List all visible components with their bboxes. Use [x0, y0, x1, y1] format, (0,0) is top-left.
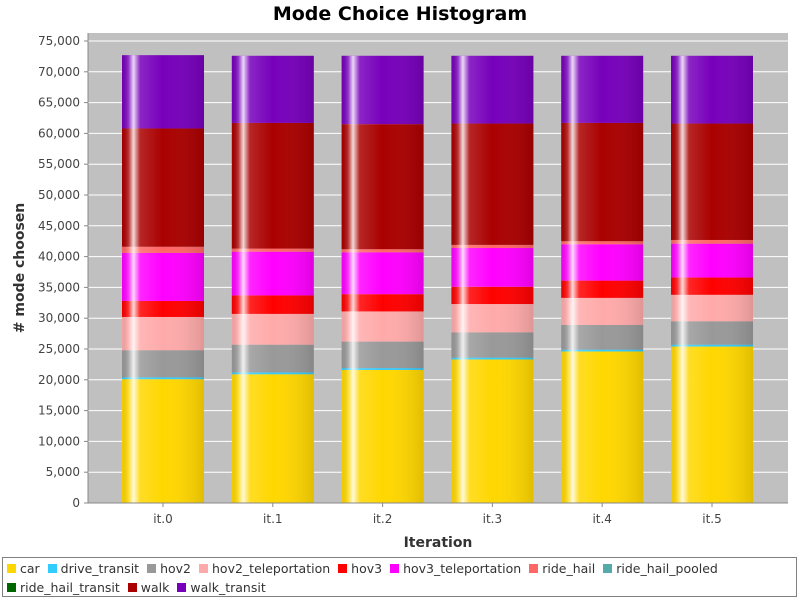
- legend-item-drive-transit: drive_transit: [47, 559, 140, 577]
- legend-label: hov2: [160, 560, 191, 576]
- x-tick-label: it.4: [592, 512, 612, 526]
- x-tick-label: it.0: [153, 512, 173, 526]
- x-axis: it.0 it.1 it.2 it.3 it.4 it.5: [88, 502, 788, 526]
- x-tick-label: it.3: [483, 512, 503, 526]
- bar-shine: [671, 55, 753, 504]
- legend-item-ride-hail-transit: ride_hail_transit: [7, 578, 120, 596]
- y-tick-label: 75,000: [38, 34, 80, 48]
- legend-item-walk: walk: [127, 578, 170, 596]
- x-tick-label: it.1: [263, 512, 283, 526]
- bar-shine: [122, 55, 204, 503]
- y-tick-label: 60,000: [38, 126, 80, 140]
- legend-label: car: [20, 560, 40, 576]
- y-tick-label: 30,000: [38, 311, 80, 325]
- legend-label: walk: [140, 579, 170, 595]
- legend-swatch: [7, 582, 16, 592]
- bar-shine: [561, 55, 644, 504]
- x-tick-label: it.2: [373, 512, 393, 526]
- y-tick-label: 55,000: [38, 157, 80, 171]
- legend-label: drive_transit: [60, 560, 140, 576]
- y-tick-label: 20,000: [38, 373, 80, 387]
- legend-label: hov3: [351, 560, 383, 576]
- y-tick-label: 0: [72, 496, 80, 510]
- legend-swatch: [47, 563, 57, 573]
- legend-item-hov2: hov2: [147, 559, 191, 577]
- y-tick-label: 15,000: [38, 404, 80, 418]
- y-tick-label: 40,000: [38, 250, 80, 264]
- legend-swatch: [177, 582, 187, 592]
- x-tick-label: it.5: [702, 512, 722, 526]
- y-tick-label: 35,000: [38, 280, 80, 294]
- y-tick-label: 65,000: [38, 96, 80, 110]
- y-tick-label: 70,000: [38, 65, 80, 79]
- legend-item-hov3-teleportation: hov3_teleportation: [390, 559, 521, 577]
- legend-swatch: [127, 582, 137, 592]
- legend-item-ride-hail-pooled: ride_hail_pooled: [603, 559, 718, 577]
- legend-row: car drive_transit hov2 hov2_teleportation ho…: [7, 559, 726, 577]
- legend-label: ride_hail_transit: [20, 579, 120, 595]
- legend-swatch: [147, 563, 157, 573]
- bar-shine: [451, 55, 534, 504]
- legend-swatch: [603, 563, 613, 573]
- y-axis: 0 5,000 10,000 15,000 20,000 25,000 30,000 35,0…: [38, 33, 89, 510]
- legend-item-ride-hail: ride_hail: [529, 559, 595, 577]
- legend-item-hov2-teleportation: hov2_teleportation: [199, 559, 330, 577]
- legend-label: hov2_teleportation: [212, 560, 331, 576]
- chart-title: Mode Choice Histogram: [273, 3, 527, 25]
- legend-swatch: [529, 563, 539, 573]
- bars: [122, 55, 753, 504]
- legend-label: ride_hail: [542, 560, 596, 576]
- legend-label: hov3_teleportation: [403, 560, 522, 576]
- legend-label: ride_hail_pooled: [616, 560, 718, 576]
- y-tick-label: 50,000: [38, 188, 80, 202]
- legend-item-walk-transit: walk_transit: [177, 578, 266, 596]
- y-tick-label: 10,000: [38, 434, 80, 448]
- legend-swatch: [390, 563, 400, 573]
- y-tick-label: 45,000: [38, 219, 80, 233]
- y-axis-label: # mode choosen: [12, 203, 28, 334]
- y-tick-label: 5,000: [46, 465, 80, 479]
- bar-shine: [341, 55, 424, 504]
- x-axis-label: Iteration: [404, 535, 473, 551]
- legend-swatch: [7, 563, 16, 573]
- y-tick-label: 25,000: [38, 342, 80, 356]
- legend-swatch: [199, 563, 208, 573]
- legend: car drive_transit hov2 hov2_teleportation ho…: [2, 557, 797, 597]
- legend-row: ride_hail_transit walk walk_transit: [7, 578, 274, 596]
- legend-item-hov3: hov3: [338, 559, 382, 577]
- legend-label: walk_transit: [190, 579, 266, 595]
- legend-swatch: [338, 563, 348, 573]
- bar-shine: [231, 55, 314, 504]
- legend-item-car: car: [7, 559, 40, 577]
